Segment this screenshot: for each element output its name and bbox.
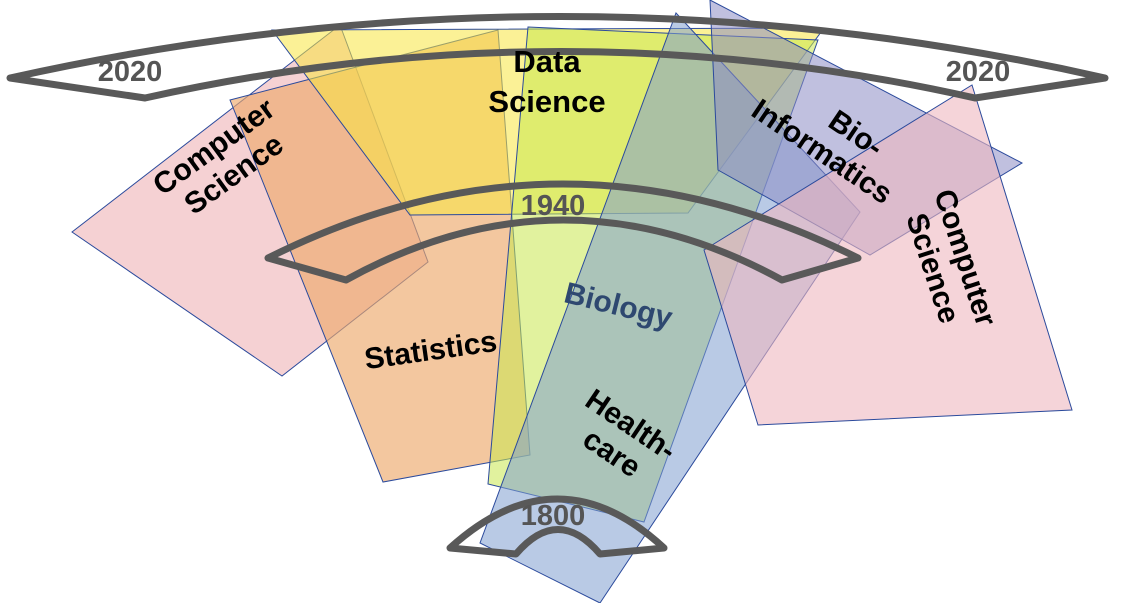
region-computer-science-right [703, 84, 1073, 426]
year-label-middle: 1940 [521, 190, 586, 222]
arc-band-outer [6, 13, 1109, 102]
arc-band-inner [446, 495, 668, 558]
year-label-outer-left: 2020 [98, 56, 163, 88]
year-label-inner: 1800 [521, 500, 586, 532]
arc-band-middle [264, 180, 862, 284]
label-data-science-line2: Science [488, 84, 605, 119]
label-data-science-line1: Data [513, 44, 581, 79]
year-label-outer-right: 2020 [946, 56, 1011, 88]
